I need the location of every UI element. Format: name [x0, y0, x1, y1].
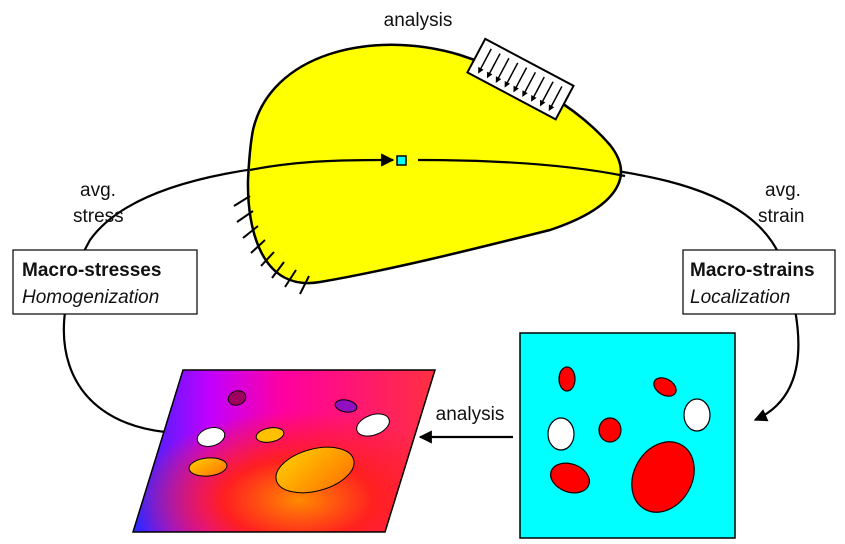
homogenization-subtitle: Homogenization — [22, 287, 159, 308]
macro-strains-box: Macro-strains Localization — [682, 249, 836, 315]
deformed-void — [196, 427, 226, 447]
red-inclusion — [558, 366, 576, 392]
deformed-inclusion — [255, 427, 285, 443]
deformed-inclusion — [188, 457, 228, 477]
strain-line-over-body — [417, 158, 626, 178]
localization-subtitle: Localization — [690, 287, 790, 308]
fixed-support-icon — [233, 195, 310, 295]
avg-stress-label-1: avg. — [80, 180, 116, 201]
rve-square — [519, 332, 736, 539]
avg-strain-label-2: strain — [758, 206, 804, 227]
distributed-load-icon — [466, 37, 575, 121]
deformed-void — [356, 413, 390, 437]
avg-strain-label-1: avg. — [765, 180, 801, 201]
macro-stresses-title: Macro-stresses — [22, 260, 161, 281]
white-void — [683, 398, 711, 432]
stress-arrow-over-body — [249, 153, 395, 172]
analysis-bottom-label: analysis — [436, 404, 505, 425]
red-inclusion — [598, 417, 622, 443]
avg-stress-label-2: stress — [73, 206, 124, 227]
macro-stresses-box: Macro-stresses Homogenization — [12, 249, 198, 315]
deformed-rve — [131, 369, 437, 533]
red-inclusion — [631, 441, 695, 513]
red-inclusion — [653, 377, 677, 397]
deformed-inclusion — [275, 446, 355, 494]
white-void — [547, 417, 575, 451]
deformed-inclusion — [334, 399, 358, 413]
material-point-icon — [396, 155, 407, 166]
analysis-top-label: analysis — [384, 10, 453, 31]
macro-strains-title: Macro-strains — [690, 260, 815, 281]
deformed-inclusion — [227, 390, 247, 406]
red-inclusion — [550, 462, 590, 494]
